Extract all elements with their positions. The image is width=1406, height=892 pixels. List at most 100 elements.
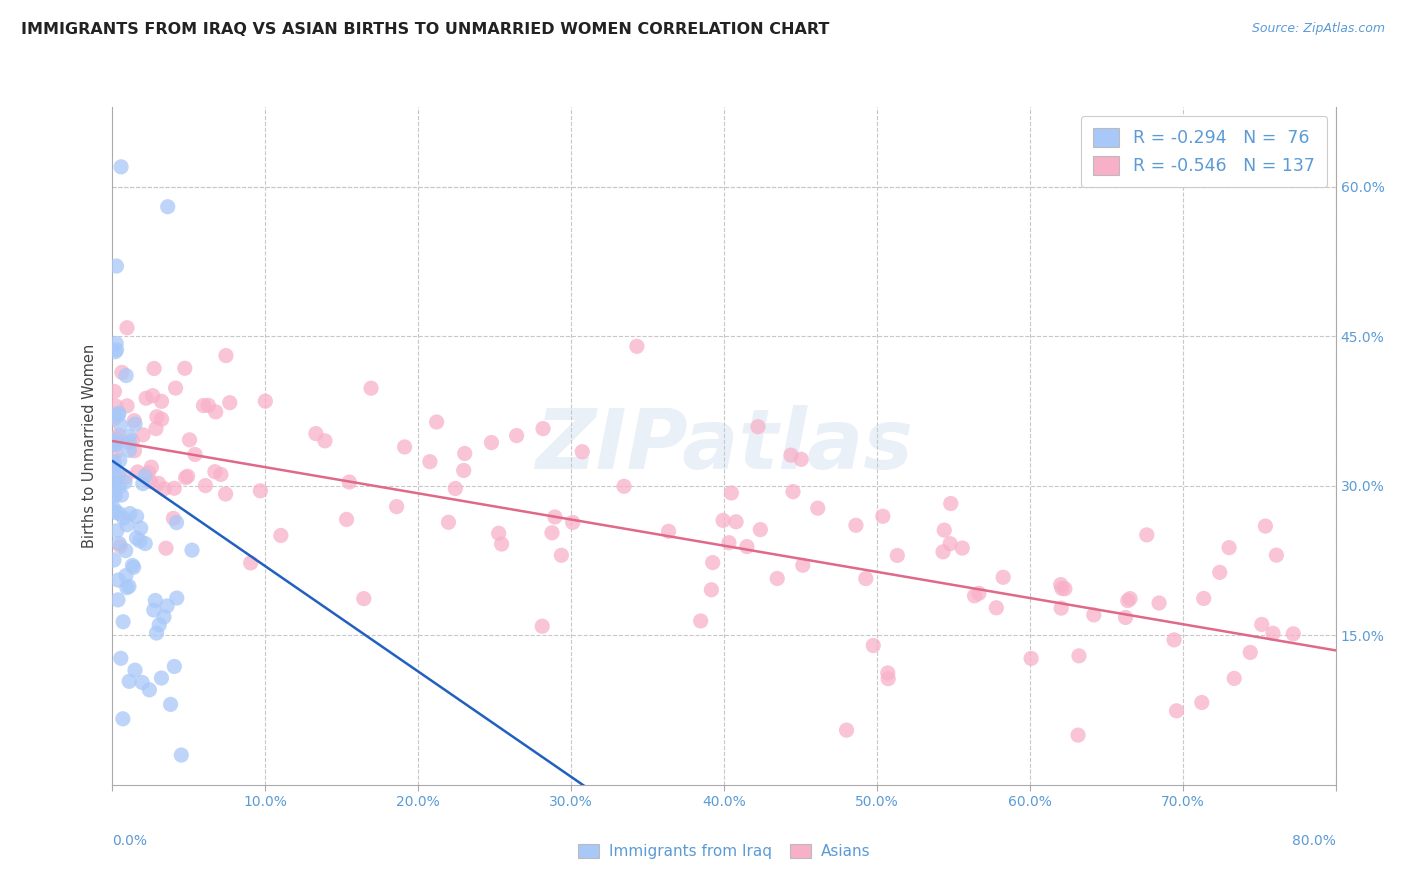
Point [118,507,141,521]
Point [179,433,201,447]
Point [150,671,173,685]
Point [105,343,128,357]
Point [1223,672,1246,686]
Point [105,431,128,445]
Point [1218,541,1240,555]
Point [747,419,769,434]
Point [132,428,155,442]
Point [426,415,449,429]
Point [104,445,127,459]
Point [1116,593,1139,607]
Point [717,535,740,549]
Point [110,488,132,502]
Point [103,384,125,399]
Point [105,399,128,413]
Point [103,455,125,469]
Point [103,475,125,490]
Point [184,447,207,461]
Point [1115,610,1137,624]
Point [107,593,129,607]
Point [877,672,900,686]
Point [215,349,238,363]
Point [146,409,169,424]
Point [150,394,173,409]
Point [766,572,789,586]
Point [142,603,165,617]
Point [103,412,125,426]
Point [143,593,166,607]
Point [155,541,177,556]
Y-axis label: Births to Unmarried Women: Births to Unmarried Women [82,344,97,548]
Point [214,487,236,501]
Point [204,405,226,419]
Point [107,573,129,587]
Point [174,470,197,484]
Point [104,437,127,451]
Point [139,475,162,489]
Point [124,417,146,431]
Text: Source: ZipAtlas.com: Source: ZipAtlas.com [1251,22,1385,36]
Point [335,512,357,526]
Point [1191,696,1213,710]
Point [249,483,271,498]
Point [124,443,146,458]
Point [1053,582,1076,596]
Point [876,665,898,680]
Point [932,545,955,559]
Point [114,475,136,490]
Point [1136,528,1159,542]
Point [118,435,141,450]
Text: 0.0%: 0.0% [112,834,148,848]
Point [143,361,166,376]
Point [138,682,160,697]
Point [104,505,127,519]
Point [150,412,173,426]
Point [105,259,128,273]
Point [115,320,138,334]
Point [105,436,128,450]
Point [1209,566,1232,580]
Point [141,460,163,475]
Point [360,381,382,395]
Point [218,395,240,409]
Point [103,488,125,502]
Point [1067,648,1090,663]
Point [110,418,132,433]
Point [153,610,176,624]
Point [1019,651,1042,665]
Point [156,200,179,214]
Point [314,434,336,448]
Point [145,626,167,640]
Point [419,455,441,469]
Point [561,516,583,530]
Text: IMMIGRANTS FROM IRAQ VS ASIAN BIRTHS TO UNMARRIED WOMEN CORRELATION CHART: IMMIGRANTS FROM IRAQ VS ASIAN BIRTHS TO … [21,22,830,37]
Point [148,618,170,632]
Point [135,391,157,405]
Point [454,446,477,460]
Point [112,615,135,629]
Point [104,344,127,359]
Point [163,481,186,495]
Point [700,582,723,597]
Point [735,540,758,554]
Point [720,486,742,500]
Point [1282,627,1305,641]
Point [159,698,181,712]
Point [209,467,232,482]
Point [156,599,179,613]
Point [550,548,572,562]
Point [872,509,894,524]
Point [176,469,198,483]
Point [108,507,131,521]
Point [134,469,156,483]
Text: ZIPatlas: ZIPatlas [536,406,912,486]
Point [1050,601,1073,615]
Point [305,426,328,441]
Point [112,511,135,525]
Point [153,482,176,496]
Point [1083,607,1105,622]
Point [790,452,813,467]
Point [845,518,868,533]
Point [1265,548,1288,562]
Point [807,501,830,516]
